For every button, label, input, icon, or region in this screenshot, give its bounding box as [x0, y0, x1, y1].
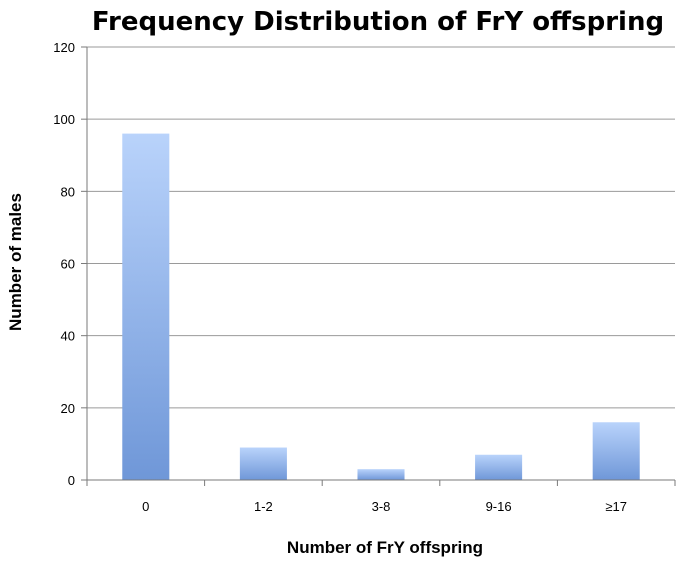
- y-tick-label-80: 80: [61, 184, 75, 199]
- y-tick-label-20: 20: [61, 401, 75, 416]
- x-tick-label-3-8: 3-8: [372, 499, 391, 514]
- y-tick-label-60: 60: [61, 257, 75, 272]
- bar-0: [122, 133, 170, 480]
- y-axis-label: Number of males: [6, 193, 25, 331]
- x-tick-label-9-16: 9-16: [486, 499, 512, 514]
- bar-1-2: [239, 447, 287, 480]
- y-tick-label-0: 0: [68, 473, 75, 488]
- bar-3-8: [357, 469, 405, 480]
- bar-≥17: [592, 422, 640, 480]
- x-tick-label-≥17: ≥17: [605, 499, 627, 514]
- y-tick-label-120: 120: [53, 40, 75, 55]
- y-tick-labels: 0 20 40 60 80 100 120: [53, 40, 75, 488]
- x-tick-label-0: 0: [142, 499, 149, 514]
- x-axis-label: Number of FrY offspring: [287, 538, 483, 557]
- gridlines: [87, 46, 675, 409]
- chart-title: Frequency Distribution of FrY offspring: [92, 7, 664, 37]
- x-tick-label-1-2: 1-2: [254, 499, 273, 514]
- bars: [122, 133, 640, 480]
- bar-9-16: [475, 454, 523, 480]
- y-tick-label-100: 100: [53, 112, 75, 127]
- y-tick-label-40: 40: [61, 329, 75, 344]
- x-tick-labels: 0 1-2 3-8 9-16 ≥17: [142, 499, 627, 514]
- axes: [81, 46, 676, 486]
